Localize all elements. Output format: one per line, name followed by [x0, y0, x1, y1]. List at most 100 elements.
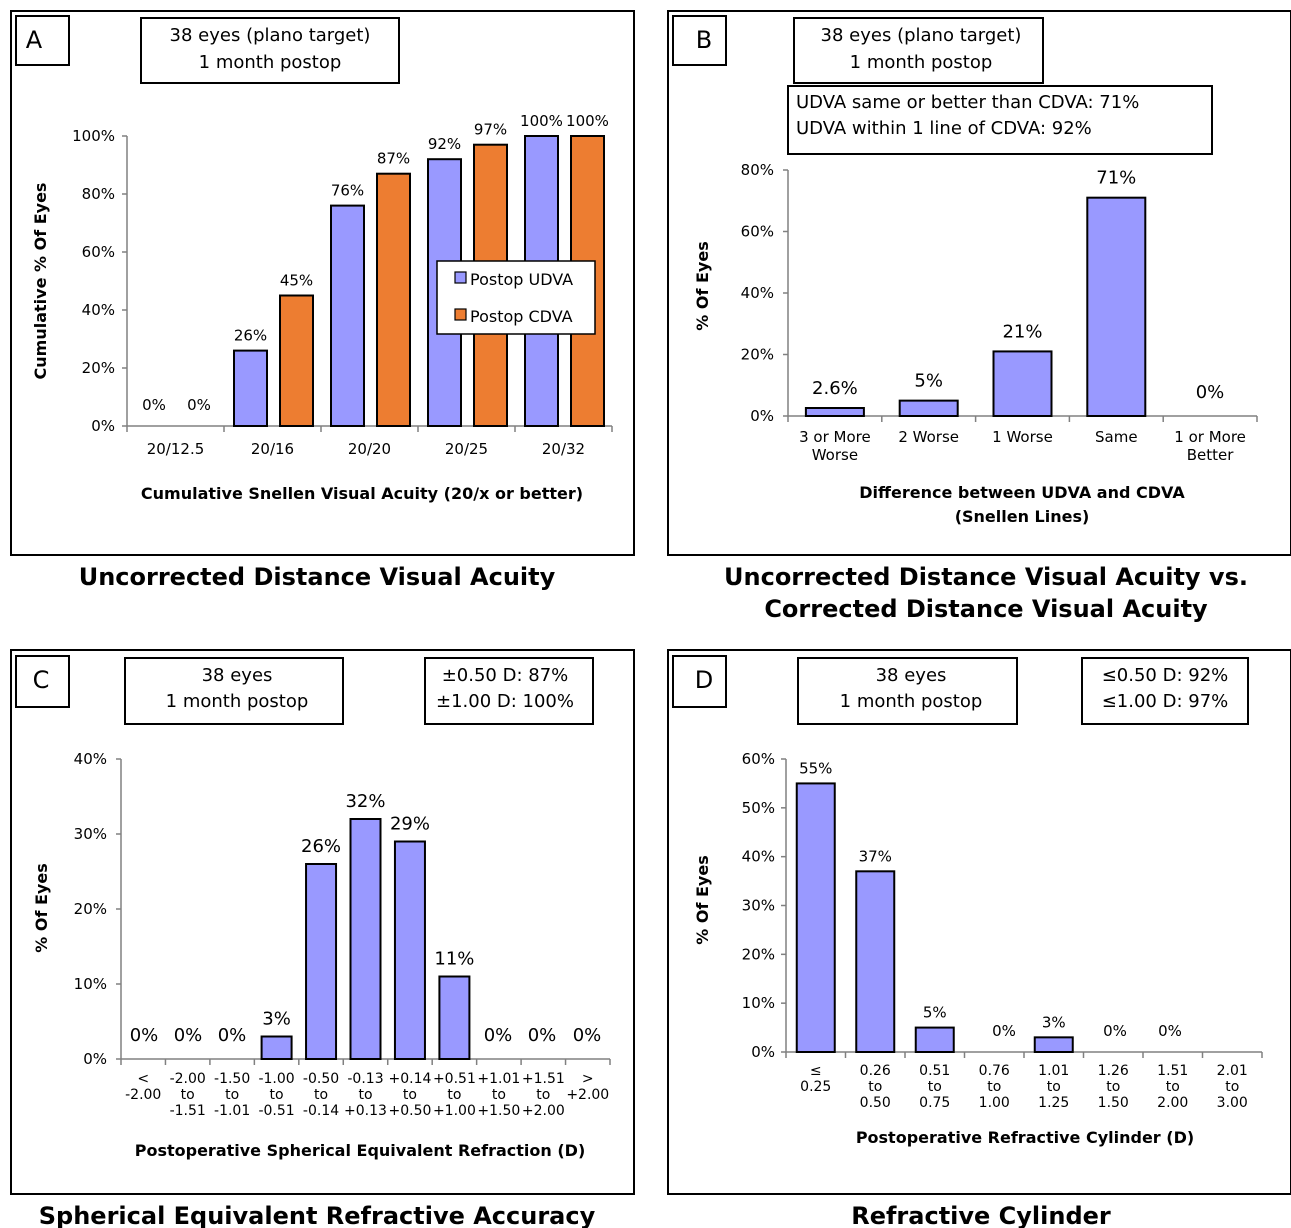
bar: [233, 349, 268, 428]
x-tick-label: -0.14: [303, 1103, 339, 1119]
panel-title: Uncorrected Distance Visual Acuity: [79, 563, 556, 591]
panel-frame: [10, 649, 635, 1195]
x-tick-label: 1.51: [1157, 1063, 1188, 1079]
y-axis-title: % Of Eyes: [32, 863, 51, 952]
y-tick-label: 60%: [742, 750, 775, 768]
x-tick-label: to: [225, 1087, 239, 1103]
info-line: 38 eyes (plano target): [170, 25, 371, 46]
x-tick-label: +1.00: [433, 1103, 476, 1119]
bar: [804, 407, 865, 418]
x-tick-label: 3 or More: [799, 428, 871, 446]
x-tick-label: +2.00: [566, 1087, 609, 1103]
data-label: 76%: [331, 182, 364, 200]
info-box: [140, 17, 400, 84]
info-box: [793, 17, 1044, 84]
x-tick-label: to: [447, 1087, 461, 1103]
info-line: 38 eyes: [202, 665, 273, 686]
y-tick-label: 40%: [742, 848, 775, 866]
data-label: 92%: [428, 135, 461, 153]
y-tick-label: 0%: [83, 1050, 107, 1068]
info-line: 38 eyes (plano target): [821, 25, 1022, 46]
data-label: 5%: [923, 1004, 947, 1022]
data-label: 5%: [914, 371, 943, 392]
x-tick-label: 0.76: [979, 1063, 1010, 1079]
data-label: 100%: [566, 112, 609, 130]
panel-letter: B: [696, 26, 712, 54]
info-line: 1 month postop: [840, 691, 983, 712]
panel-d: D 38 eyes 1 month postop ≤0.50 D: 92% ≤1.00 …: [667, 649, 1291, 1228]
x-tick-label: to: [1225, 1079, 1239, 1095]
x-tick-label: +0.13: [344, 1103, 387, 1119]
y-axis-title: Cumulative % Of Eyes: [31, 183, 50, 380]
panel-letter: C: [33, 666, 50, 694]
note-box: [424, 657, 594, 725]
x-tick-label: 20/32: [542, 440, 585, 458]
y-tick-label: 20%: [74, 900, 107, 918]
x-tick-label: 20/20: [348, 440, 391, 458]
panel-a: A 38 eyes (plano target) 1 month postop 0% 2…: [10, 10, 635, 591]
panel-letter-box: [672, 655, 727, 708]
x-tick-label: 3.00: [1217, 1095, 1248, 1111]
x-tick-label: +1.51: [522, 1071, 565, 1087]
y-tick-label: 10%: [74, 975, 107, 993]
bar: [393, 840, 426, 1060]
legend-label: Postop CDVA: [470, 307, 573, 326]
data-label: 0%: [573, 1025, 602, 1046]
bar: [1033, 1036, 1074, 1053]
x-tick-label: 2 Worse: [898, 428, 959, 446]
note-box: [1081, 657, 1249, 725]
x-tick-label: to: [181, 1087, 195, 1103]
note-line: ±1.00 D: 100%: [436, 691, 574, 712]
x-tick-label: +1.01: [477, 1071, 520, 1087]
x-tick-label: 1.00: [979, 1095, 1010, 1111]
x-tick-label: 20/16: [251, 440, 294, 458]
x-tick-label: +0.51: [433, 1071, 476, 1087]
x-axis-title: Postoperative Refractive Cylinder (D): [856, 1128, 1194, 1147]
bar: [914, 1026, 955, 1054]
data-label: 0%: [1196, 382, 1225, 403]
x-tick-label: to: [270, 1087, 284, 1103]
x-tick-label: to: [358, 1087, 372, 1103]
y-tick-label: 10%: [742, 994, 775, 1012]
x-tick-label: -2.00: [170, 1071, 206, 1087]
x-tick-label: -0.50: [303, 1071, 339, 1087]
x-axis-title: (Snellen Lines): [955, 507, 1090, 526]
x-tick-label: to: [1166, 1079, 1180, 1095]
x-tick-label: Same: [1095, 428, 1138, 446]
data-label: 0%: [174, 1025, 203, 1046]
x-tick-label: 2.00: [1157, 1095, 1188, 1111]
data-label: 26%: [234, 327, 267, 345]
legend-swatch: [454, 308, 467, 321]
data-label: 29%: [390, 814, 430, 835]
data-label: 0%: [218, 1025, 247, 1046]
x-tick-label: 1.26: [1098, 1063, 1129, 1079]
bar: [855, 870, 896, 1053]
panel-title: Refractive Cylinder: [851, 1202, 1111, 1228]
bar: [305, 863, 338, 1060]
note-line: ±0.50 D: 87%: [442, 665, 569, 686]
x-tick-label: 0.51: [919, 1063, 950, 1079]
panel-frame: [10, 10, 635, 556]
data-label: 0%: [1103, 1022, 1127, 1040]
info-line: 1 month postop: [199, 52, 342, 73]
x-tick-label: Better: [1187, 446, 1235, 464]
y-tick-label: 0%: [750, 407, 774, 425]
data-label: 2.6%: [812, 378, 858, 399]
x-tick-label: -1.00: [258, 1071, 294, 1087]
data-label: 55%: [799, 759, 832, 777]
y-tick-label: 20%: [82, 359, 115, 377]
x-tick-label: to: [314, 1087, 328, 1103]
x-tick-label: >: [582, 1071, 594, 1087]
data-label: 87%: [377, 150, 410, 168]
legend-swatch: [454, 271, 467, 284]
x-tick-label: 0.25: [800, 1079, 831, 1095]
data-label: 45%: [280, 272, 313, 290]
data-label: 0%: [992, 1022, 1016, 1040]
x-axis-title: Difference between UDVA and CDVA: [859, 483, 1185, 502]
x-tick-label: 1.25: [1038, 1095, 1069, 1111]
y-axis-title: % Of Eyes: [693, 855, 712, 944]
x-tick-label: 20/25: [445, 440, 488, 458]
x-tick-label: +0.14: [389, 1071, 432, 1087]
legend-label: Postop UDVA: [470, 270, 573, 289]
